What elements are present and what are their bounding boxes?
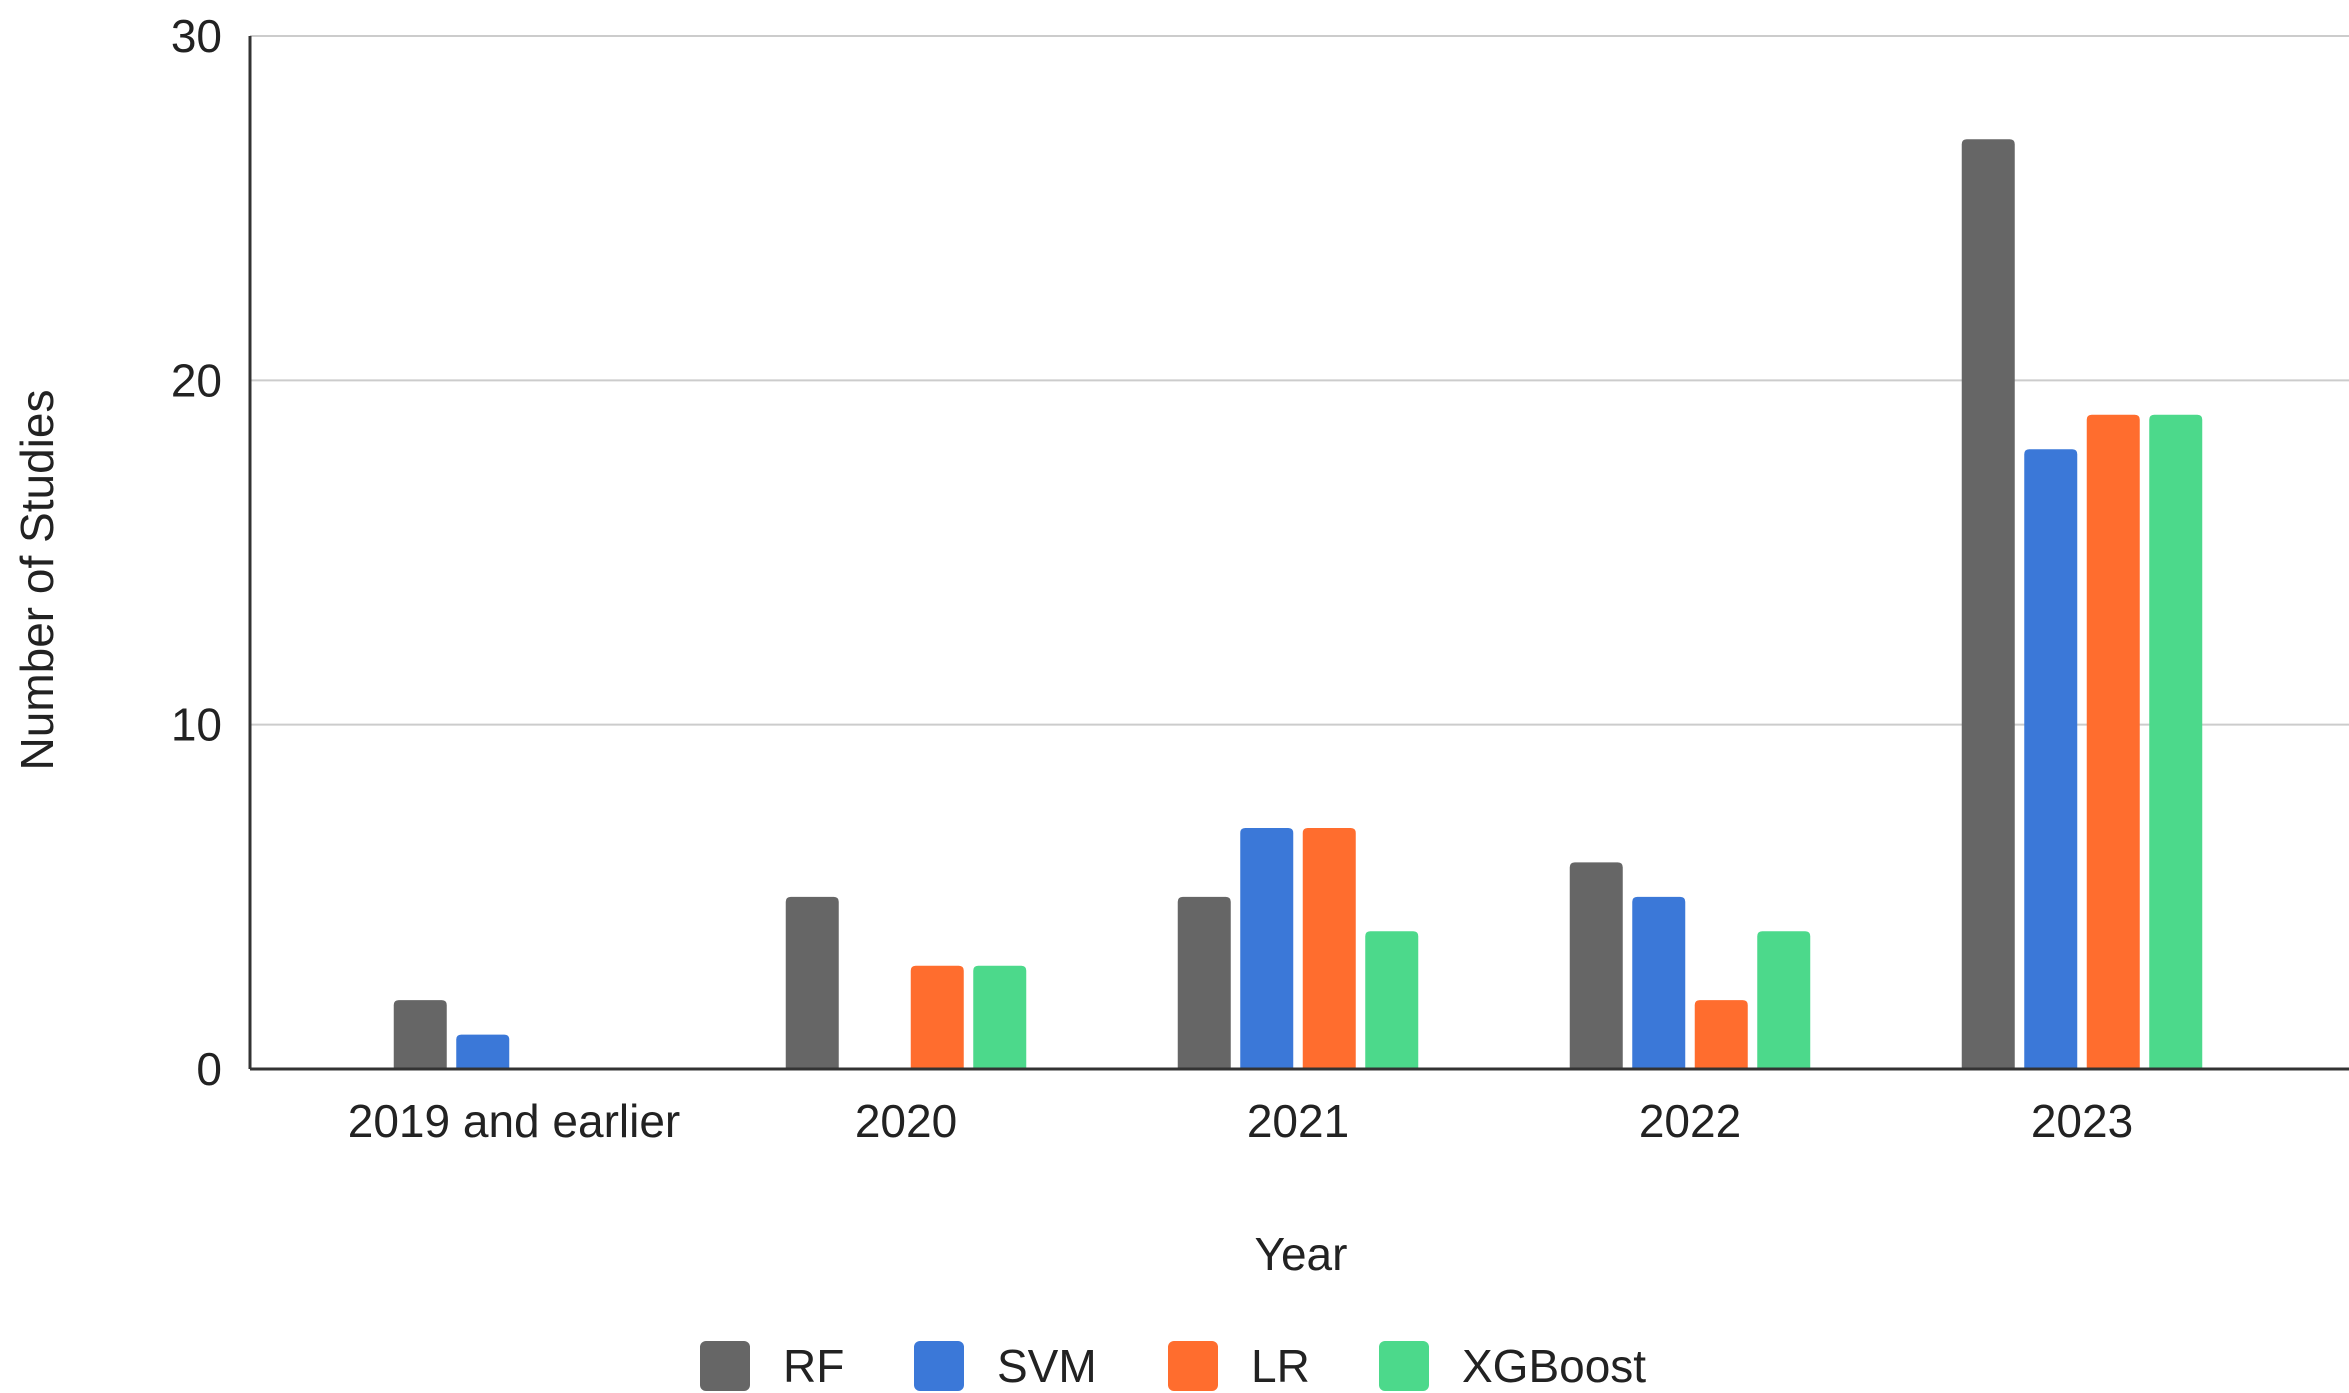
legend-swatch [1379, 1341, 1429, 1391]
bar-lr-1 [910, 965, 964, 1069]
bar-rf-4 [1961, 139, 2015, 1070]
bar-rf-0 [393, 1000, 447, 1069]
x-axis-title: Year [1255, 1228, 1348, 1280]
bar-lr-3 [1694, 1000, 1748, 1069]
bar-svm-4 [2024, 449, 2078, 1069]
legend-swatch [700, 1341, 750, 1391]
bar-rf-3 [1569, 862, 1623, 1069]
bar-lr-4 [2086, 414, 2140, 1069]
bar-xgboost-4 [2149, 414, 2203, 1069]
bars [393, 139, 2203, 1070]
y-tick-label: 30 [171, 10, 222, 62]
axes [248, 36, 2349, 1071]
x-tick-label: 2023 [2031, 1095, 2133, 1147]
x-tick-label: 2021 [1247, 1095, 1349, 1147]
bar-lr-2 [1302, 827, 1356, 1069]
bar-svm-0 [456, 1034, 510, 1069]
y-tick-label: 0 [196, 1043, 222, 1095]
bar-xgboost-2 [1365, 931, 1419, 1069]
y-axis-title: Number of Studies [11, 390, 63, 771]
x-tick-label: 2019 and earlier [348, 1095, 680, 1147]
legend: RF SVM LR XGBoost [700, 1340, 1646, 1392]
x-tick-label: 2022 [1639, 1095, 1741, 1147]
x-tick-label: 2020 [855, 1095, 957, 1147]
bar-rf-2 [1177, 896, 1231, 1069]
bar-rf-1 [785, 896, 839, 1069]
bar-xgboost-3 [1757, 931, 1811, 1069]
y-tick-labels: 0 10 20 30 [171, 10, 222, 1095]
legend-label: LR [1251, 1340, 1310, 1392]
bar-svm-3 [1632, 896, 1686, 1069]
legend-label: XGBoost [1462, 1340, 1646, 1392]
y-tick-label: 10 [171, 699, 222, 751]
legend-item-xgboost: XGBoost [1379, 1340, 1646, 1392]
bar-svm-2 [1240, 827, 1294, 1069]
legend-item-rf: RF [700, 1340, 844, 1392]
bar-xgboost-1 [973, 965, 1027, 1069]
legend-swatch [914, 1341, 964, 1391]
legend-label: SVM [997, 1340, 1097, 1392]
x-tick-labels: 2019 and earlier 2020 2021 2022 2023 [348, 1095, 2133, 1147]
legend-swatch [1168, 1341, 1218, 1391]
y-tick-label: 20 [171, 354, 222, 406]
legend-label: RF [783, 1340, 844, 1392]
legend-item-lr: LR [1168, 1340, 1310, 1392]
legend-item-svm: SVM [914, 1340, 1097, 1392]
